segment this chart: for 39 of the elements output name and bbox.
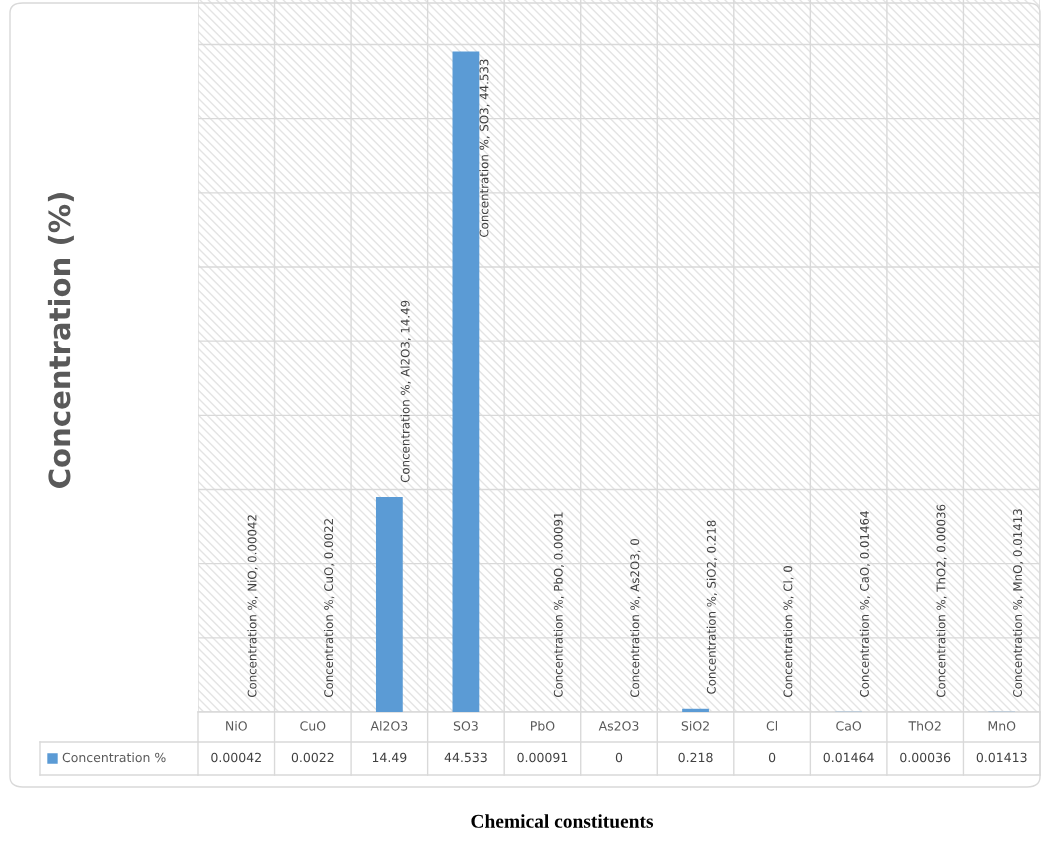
data-label: 44.533 xyxy=(444,752,487,763)
annotation: Concentration %, As2O3, 0 xyxy=(630,539,641,698)
data-label: 0 xyxy=(615,752,623,763)
data-label: 0.0022 xyxy=(291,752,334,763)
data-label: 0.01464 xyxy=(823,752,874,763)
data-label: 0.218 xyxy=(678,752,713,763)
data-label: 0.00091 xyxy=(517,752,568,763)
x-tick-label: ThO2 xyxy=(908,720,941,731)
x-tick-label: As2O3 xyxy=(598,721,639,731)
data-label: 0.00036 xyxy=(900,752,951,763)
x-tick-label: CaO xyxy=(836,721,862,731)
data-label: 0.00042 xyxy=(211,752,261,763)
annotation: Concentration %, MnO, 0.01413 xyxy=(1012,509,1024,697)
legend-label: Concentration % xyxy=(62,752,166,763)
data-label: 0.01413 xyxy=(976,752,1027,763)
x-tick-label: Al2O3 xyxy=(370,720,408,731)
annotation: Concentration %, PbO, 0.00091 xyxy=(553,512,564,698)
x-tick-label: SO3 xyxy=(453,721,478,731)
y-axis-title: Concentration (%) xyxy=(47,193,74,488)
data-label: 0 xyxy=(768,752,776,763)
annotation: Concentration %, ThO2, 0.00036 xyxy=(936,504,947,698)
bar xyxy=(375,497,403,712)
annotation: Concentration %, CaO, 0.01464 xyxy=(859,511,871,697)
x-tick-label: CuO xyxy=(300,721,326,731)
x-tick-label: Cl xyxy=(766,720,778,731)
x-tick-label: MnO xyxy=(988,721,1016,731)
annotation: Concentration %, Cl, 0 xyxy=(783,566,794,698)
x-tick-label: SiO2 xyxy=(681,720,709,731)
x-tick-label: NiO xyxy=(226,720,247,731)
x-axis-title: Chemical constituents xyxy=(471,814,654,828)
x-tick-label: PbO xyxy=(531,720,555,731)
annotation: Concentration %, CuO, 0.0022 xyxy=(323,519,335,698)
data-label: 14.49 xyxy=(372,752,407,763)
annotation: Concentration %, Al2O3, 14.49 xyxy=(400,300,411,483)
bar xyxy=(452,51,480,712)
annotation: Concentration %, SO3, 44.533 xyxy=(479,59,490,237)
bar xyxy=(682,708,709,712)
annotation: Concentration %, NiO, 0.00042 xyxy=(247,515,258,698)
annotation: Concentration %, SiO2, 0.218 xyxy=(706,520,718,694)
